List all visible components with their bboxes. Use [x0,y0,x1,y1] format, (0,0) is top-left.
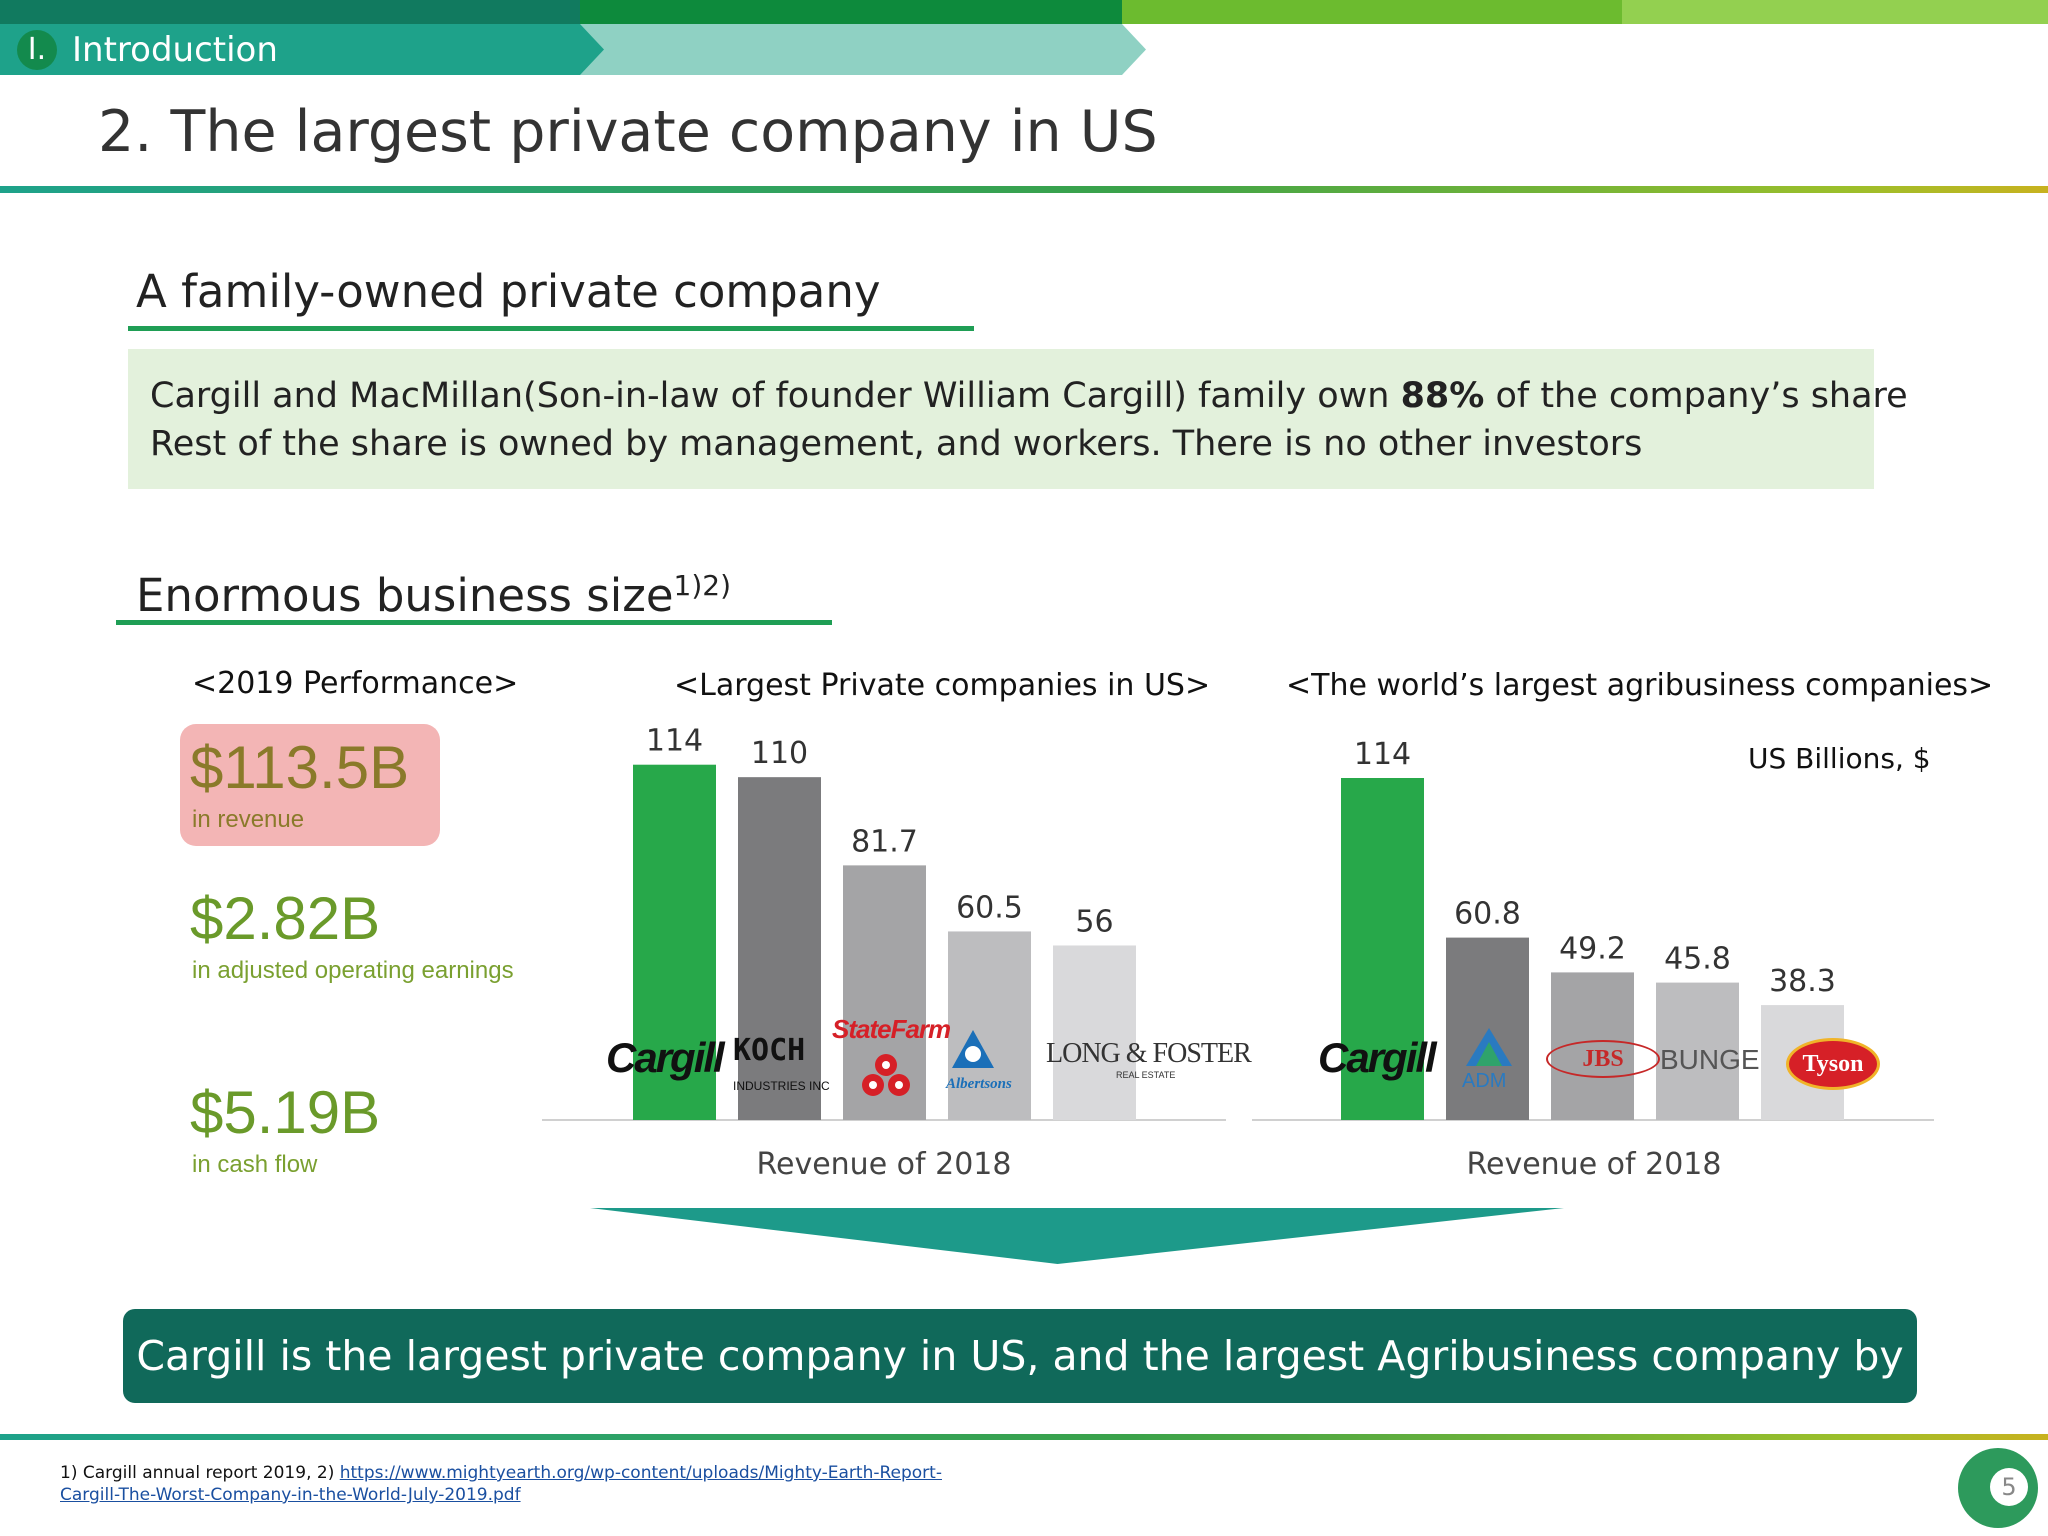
conclusion-arrow [590,1208,1564,1264]
top-stripe-3 [1122,0,1622,24]
tyson-logo: Tyson [1786,1038,1880,1090]
family-line-2: Rest of the share is owned by management… [150,424,1643,464]
chart1-private-companies: 114 110 81.7 60.5 56 Revenue of 2018 [542,724,1226,1182]
performance-earnings-caption: in adjusted operating earnings [192,957,514,984]
chart2-xlabel: Revenue of 2018 [1467,1147,1722,1182]
section-label: Introduction [72,30,278,70]
performance-revenue-caption: in revenue [192,806,305,833]
performance-revenue-value: $113.5B [190,734,410,801]
top-stripe-1 [0,0,580,24]
chart2-value-label-0: 114 [1354,737,1411,772]
chart1-value-label-0: 114 [646,724,703,759]
chart1-value-label-2: 81.7 [851,824,918,859]
conclusion-banner: Cargill is the largest private company i… [123,1309,1917,1474]
footnote-link[interactable]: https://www.mightyearth.org/wp-content/u… [60,1463,942,1505]
chart2-title: <The world’s largest agribusiness compan… [1286,668,1994,703]
chart2-value-label-3: 45.8 [1664,942,1731,977]
chart1-value-label-3: 60.5 [956,890,1023,925]
top-stripe-4 [1622,0,2048,24]
chart2-value-label-1: 60.8 [1454,897,1521,932]
chart2-value-label-2: 49.2 [1559,931,1626,966]
cargill-logo-1: Cargill [606,1034,725,1081]
statefarm-logo: StateFarm [832,1014,951,1044]
chart1-bar-2 [843,865,926,1120]
family-line-1-text-a: Cargill and MacMillan(Son-in-law of foun… [150,376,1401,416]
chart2-bar-1 [1446,937,1529,1120]
bunge-logo: BUNGE [1660,1044,1760,1075]
footer-divider [0,1434,2048,1440]
chart2-value-label-4: 38.3 [1769,964,1836,999]
footnote: 1) Cargill annual report 2019, 2) https:… [60,1462,942,1506]
family-line-1: Cargill and MacMillan(Son-in-law of foun… [150,372,1908,420]
top-stripe-2 [580,0,1122,24]
chart2-agribusiness-companies: 114 60.8 49.2 45.8 38.3 Revenue of 2018 [1252,737,1934,1182]
footnote-link-line-1[interactable]: https://www.mightyearth.org/wp-content/u… [339,1463,942,1483]
chart2-bar-3 [1656,982,1739,1120]
statefarm-rings-icon [862,1054,910,1096]
business-heading-text: Enormous business size [136,569,674,622]
chart1-value-label-1: 110 [751,736,808,771]
performance-earnings-value: $2.82B [190,885,381,952]
section-number-badge [17,30,57,70]
family-heading: A family-owned private company [136,265,881,318]
performance-cashflow-caption: in cash flow [192,1151,318,1178]
family-heading-underline [128,326,974,331]
adm-mark-icon [1466,1028,1512,1066]
cargill-logo-2: Cargill [1318,1034,1437,1081]
albertsons-mark-icon [952,1030,994,1068]
albertsons-logo: Albertsons [946,1076,1012,1092]
chart1-value-label-4: 56 [1075,904,1113,939]
chart1-bar-3 [948,931,1031,1120]
adm-logo: ADM [1462,1070,1507,1092]
chart1-bar-1 [738,777,821,1120]
page-title: 2. The largest private company in US [98,99,1158,165]
jbs-logo: JBS [1546,1040,1660,1078]
chart2-unit-note: US Billions, $ [1748,742,1931,775]
title-divider [0,186,2048,193]
section-bar-secondary [560,24,1146,75]
performance-cashflow-value: $5.19B [190,1079,381,1146]
family-line-1-text-b: of the company’s share [1484,376,1908,416]
revenue-highlight-box [180,724,440,846]
section-bar [0,24,604,75]
chart1-bar-4 [1053,945,1136,1120]
section-number: I. [27,32,47,67]
business-heading-underline [116,620,832,625]
long-foster-logo: LONG & FOSTER [1046,1038,1252,1069]
business-heading-footnote-ref: 1)2) [673,569,732,602]
chart1-bar-0 [633,764,716,1120]
page-badge-inner [1990,1468,2028,1506]
page-number: 5 [2001,1473,2017,1501]
family-share-percent: 88% [1400,376,1485,416]
footnote-prefix: 1) Cargill annual report 2019, 2) [60,1463,340,1483]
performance-title: <2019 Performance> [192,666,519,701]
long-foster-sub-logo: REAL ESTATE [1116,1070,1176,1080]
chart1-xlabel: Revenue of 2018 [757,1147,1012,1182]
chart1-title: <Largest Private companies in US> [674,668,1211,703]
footnote-link-line-2[interactable]: Cargill-The-Worst-Company-in-the-World-J… [60,1485,521,1505]
koch-logo: KOCH INDUSTRIES INC [733,1033,830,1094]
chart2-bar-0 [1341,778,1424,1120]
business-heading: Enormous business size1)2) [136,558,731,624]
family-info-box [128,349,1874,489]
